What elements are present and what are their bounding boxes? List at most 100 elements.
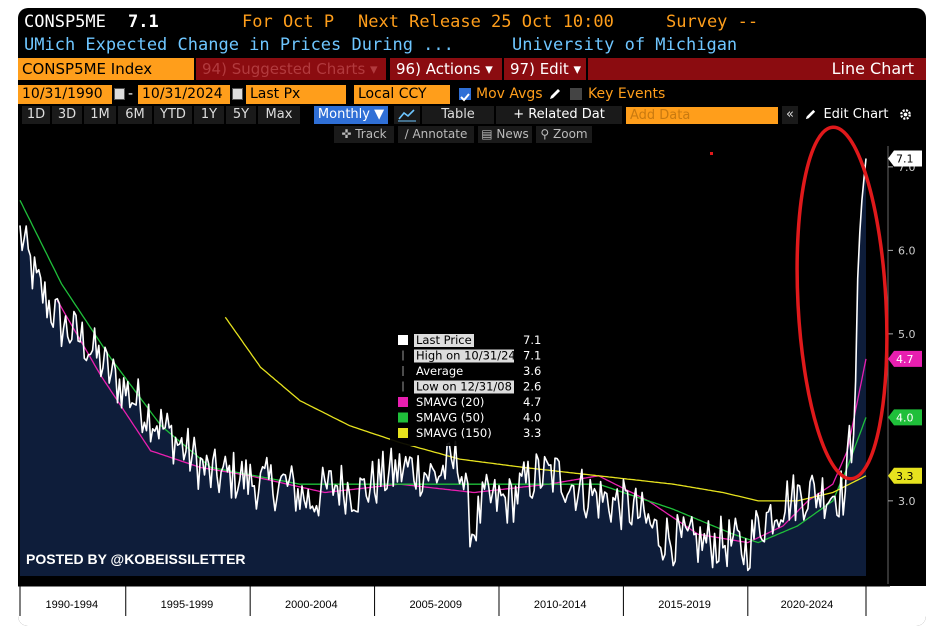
options-row: 10/31/1990 - 10/31/2024 Last Px Local CC… [18,85,926,105]
value-tag-label: 3.3 [896,470,914,483]
legend-value: 7.1 [523,349,541,363]
edit-chart-button[interactable]: Edit Chart [823,107,889,122]
description-row: UMich Expected Change in Prices During .… [18,34,926,56]
period-ytd-button[interactable]: YTD [154,106,192,124]
zoom-tool[interactable]: ⚲ Zoom [536,126,592,143]
event-marker [710,152,713,155]
value-tag: 4.7 [888,350,922,367]
source-org: University of Michigan [512,35,738,55]
x-axis-band [18,586,926,626]
legend-swatch [398,397,408,407]
source-credit: source: Craig Shapiro [20,613,117,624]
legend-value: 7.1 [523,333,541,347]
currency-selector[interactable]: Local CCY [354,85,450,104]
track-label: Track [355,127,387,141]
last-price-area [20,158,866,576]
pencil-icon[interactable] [804,108,817,125]
legend-label: SMAVG (150) [416,426,492,440]
y-tick-label: 3.0 [898,495,916,508]
legend-row[interactable]: Last Price 7.1 [398,333,541,347]
legend-row[interactable]: SMAVG (20) 4.7 [398,395,541,409]
legend-value: 3.6 [523,364,541,378]
ticker-label: CONSP5ME [24,12,106,32]
legend-value: 3.3 [523,426,541,440]
legend-value: 4.0 [523,411,541,425]
legend-label: SMAVG (20) [416,395,484,409]
legend-label: High on 10/31/24 [416,349,516,363]
gear-icon[interactable] [898,107,913,126]
legend-row[interactable]: Average 3.6 [402,364,541,378]
news-icon: ▤ [481,127,497,141]
pencil-icon[interactable] [548,86,562,105]
next-release: Next Release 25 Oct 10:00 [358,12,614,32]
last-value: 7.1 [128,12,159,32]
legend-label: Low on 12/31/08 [416,380,512,394]
legend-label: SMAVG (50) [416,411,484,425]
period-1m-button[interactable]: 1M [84,106,116,124]
index-security-box[interactable]: CONSP5ME Index [18,58,194,80]
value-tag: 7.1 [888,150,922,167]
x-tick-label: 2000-2004 [285,599,338,611]
bloomberg-terminal-window: CONSP5ME 7.1 For Oct P Next Release 25 O… [18,8,926,626]
key-events-label[interactable]: Key Events [588,86,666,102]
toolbar: CONSP5ME Index 94) Suggested Charts ▾ 96… [18,58,926,80]
legend-label: Last Price [416,333,472,347]
chart-legend[interactable]: Last Price 7.1 High on 10/31/24 7.1 Average 3… [390,332,550,446]
checkbox-icon[interactable] [570,88,582,100]
frequency-dropdown[interactable]: Monthly ▼ [314,106,388,124]
line-chart[interactable]: 3.04.05.06.07.01990-19941995-19992000-20… [18,8,926,626]
add-data-input[interactable]: Add Data [626,107,778,124]
zoom-label: Zoom [553,127,588,141]
period-6m-button[interactable]: 6M [118,106,152,124]
magnifier-icon: ⚲ [540,127,553,141]
x-tick-label: 1995-1999 [161,599,214,611]
x-tick-label: 1990-1994 [46,599,99,611]
start-date-field[interactable]: 10/31/1990 [18,85,112,104]
legend-label: Average [416,364,463,378]
legend-swatch [398,412,408,423]
track-tool[interactable]: ✜ Track [334,126,394,143]
mov-avgs-label[interactable]: Mov Avgs [476,86,543,102]
legend-row[interactable]: SMAVG (150) 3.3 [398,426,541,440]
table-button[interactable]: Table [422,106,494,124]
value-tag-label: 4.0 [896,411,914,424]
period-1y-button[interactable]: 1Y [194,106,224,124]
end-date-field[interactable]: 10/31/2024 [138,85,230,104]
actions-menu-button[interactable]: 96) Actions ▾ [390,58,502,80]
calendar-icon[interactable] [114,88,125,100]
annotate-tool[interactable]: ∕ Annotate [398,126,474,143]
calendar-icon[interactable] [232,88,243,100]
line-chart-icon[interactable] [394,106,420,124]
legend-row[interactable]: High on 10/31/24 7.1 [402,349,541,363]
x-tick-label: 2020-2024 [781,599,834,611]
period-3d-button[interactable]: 3D [52,106,82,124]
value-tag: 3.3 [888,467,922,484]
crosshair-icon: ✜ [341,127,356,141]
legend-swatch [398,335,408,345]
x-tick-label: 2005-2009 [409,599,462,611]
watermark: POSTED BY @KOBEISSILETTER [26,551,246,567]
period-max-button[interactable]: Max [258,106,300,124]
for-period: For Oct P [242,12,335,32]
legend-row[interactable]: Low on 12/31/08 2.6 [402,380,541,394]
news-tool[interactable]: ▤ News [478,126,532,143]
date-range-dash: - [128,86,134,102]
edit-menu-button[interactable]: 97) Edit ▾ [504,58,586,80]
legend-row[interactable]: SMAVG (50) 4.0 [398,411,541,425]
sma50-line [19,200,867,544]
suggested-charts-button[interactable]: 94) Suggested Charts ▾ [196,58,386,80]
field-selector[interactable]: Last Px [246,85,346,104]
chart-type-button[interactable]: Line Chart [588,58,926,80]
checkbox-icon[interactable] [459,88,471,102]
period-1d-button[interactable]: 1D [22,106,50,124]
x-tick-label: 2015-2019 [658,599,711,611]
y-tick-label: 5.0 [898,328,916,341]
value-tag-label: 4.7 [896,353,914,366]
collapse-button[interactable]: « [782,106,798,124]
x-tick-label: 2010-2014 [534,599,587,611]
legend-value: 2.6 [523,380,541,394]
survey-label: Survey -- [666,12,759,32]
related-data-button[interactable]: + Related Dat [496,106,622,124]
y-tick-label: 6.0 [898,244,916,257]
period-5y-button[interactable]: 5Y [226,106,256,124]
